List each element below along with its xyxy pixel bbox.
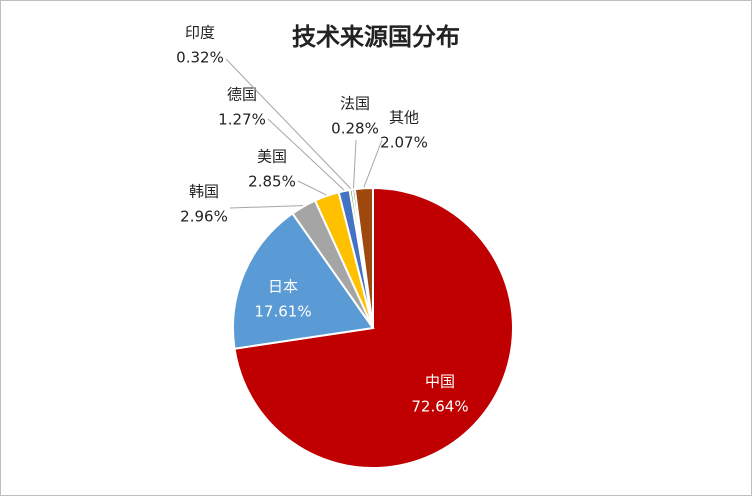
slice-label: 德国 — [227, 86, 257, 104]
slice-label: 印度 — [185, 24, 215, 42]
leader-line — [225, 58, 352, 190]
value-label: 2.85% — [248, 173, 296, 191]
slice-label: 中国 — [425, 373, 455, 391]
value-label: 2.96% — [180, 208, 228, 226]
pie-slice — [353, 186, 374, 329]
leader-line — [267, 118, 345, 191]
value-label: 0.28% — [331, 120, 379, 138]
slice-label: 其他 — [389, 109, 419, 127]
value-label: 0.32% — [176, 49, 224, 67]
value-label: 17.61% — [254, 303, 311, 321]
leader-line — [352, 139, 357, 189]
pie-slice — [232, 212, 375, 350]
leader-line — [297, 180, 327, 196]
slice-label: 美国 — [257, 148, 287, 166]
chart-title: 技术来源国分布 — [292, 23, 460, 51]
slice-label: 韩国 — [189, 183, 219, 201]
leader-line — [363, 139, 383, 188]
leader-line — [229, 205, 304, 209]
slice-label: 法国 — [340, 95, 370, 113]
slice-label: 日本 — [268, 278, 298, 296]
value-label: 2.07% — [380, 134, 428, 152]
value-label: 1.27% — [218, 111, 266, 129]
value-label: 72.64% — [411, 398, 468, 416]
